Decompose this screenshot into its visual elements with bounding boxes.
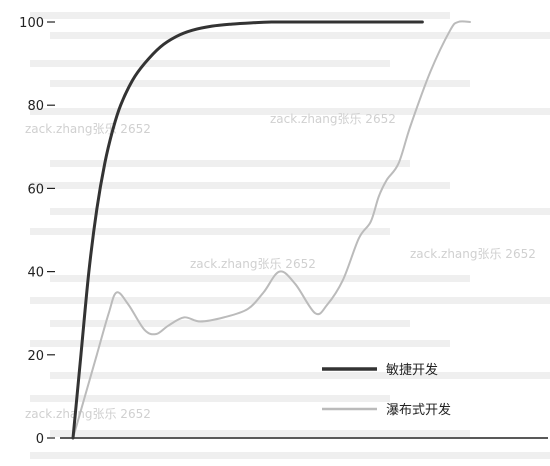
series-line-0: [71, 20, 424, 440]
background-text-line: [50, 320, 410, 327]
background-text-line: [30, 60, 390, 67]
y-tick-label: 20: [27, 349, 44, 364]
legend-label: 敏捷开发: [386, 362, 438, 378]
watermark: zack.zhang张乐 2652: [270, 112, 396, 126]
y-axis-ticks: 0 20 40 60 80 100: [19, 16, 55, 447]
background-text-line: [30, 297, 550, 304]
background-text-line: [50, 275, 470, 282]
background-text-line: [30, 340, 450, 347]
background-text-line: [50, 372, 550, 379]
background-text-line: [50, 208, 550, 215]
watermark: zack.zhang张乐 2652: [190, 257, 316, 271]
watermark: zack.zhang张乐 2652: [25, 122, 151, 136]
y-tick-label: 60: [27, 182, 44, 197]
background-text-line: [50, 160, 410, 167]
y-tick-label: 100: [19, 16, 44, 31]
series-lines: [71, 20, 471, 440]
background-text-line: [50, 32, 550, 39]
background-text-line: [30, 12, 450, 19]
legend-label: 瀑布式开发: [386, 402, 451, 418]
y-tick-label: 80: [27, 99, 44, 114]
y-tick-label: 0: [36, 432, 44, 447]
watermark: zack.zhang张乐 2652: [25, 407, 151, 421]
background-text-line: [30, 452, 550, 459]
background-text-line: [30, 395, 390, 402]
background-text-line: [30, 182, 450, 189]
series-line-1: [72, 20, 471, 439]
y-tick-label: 40: [27, 266, 44, 281]
background-text-line: [30, 228, 390, 235]
background-text-line: [50, 80, 470, 87]
watermark: zack.zhang张乐 2652: [410, 247, 536, 261]
background-text-line: [30, 108, 550, 115]
background-text-line: [50, 430, 470, 437]
